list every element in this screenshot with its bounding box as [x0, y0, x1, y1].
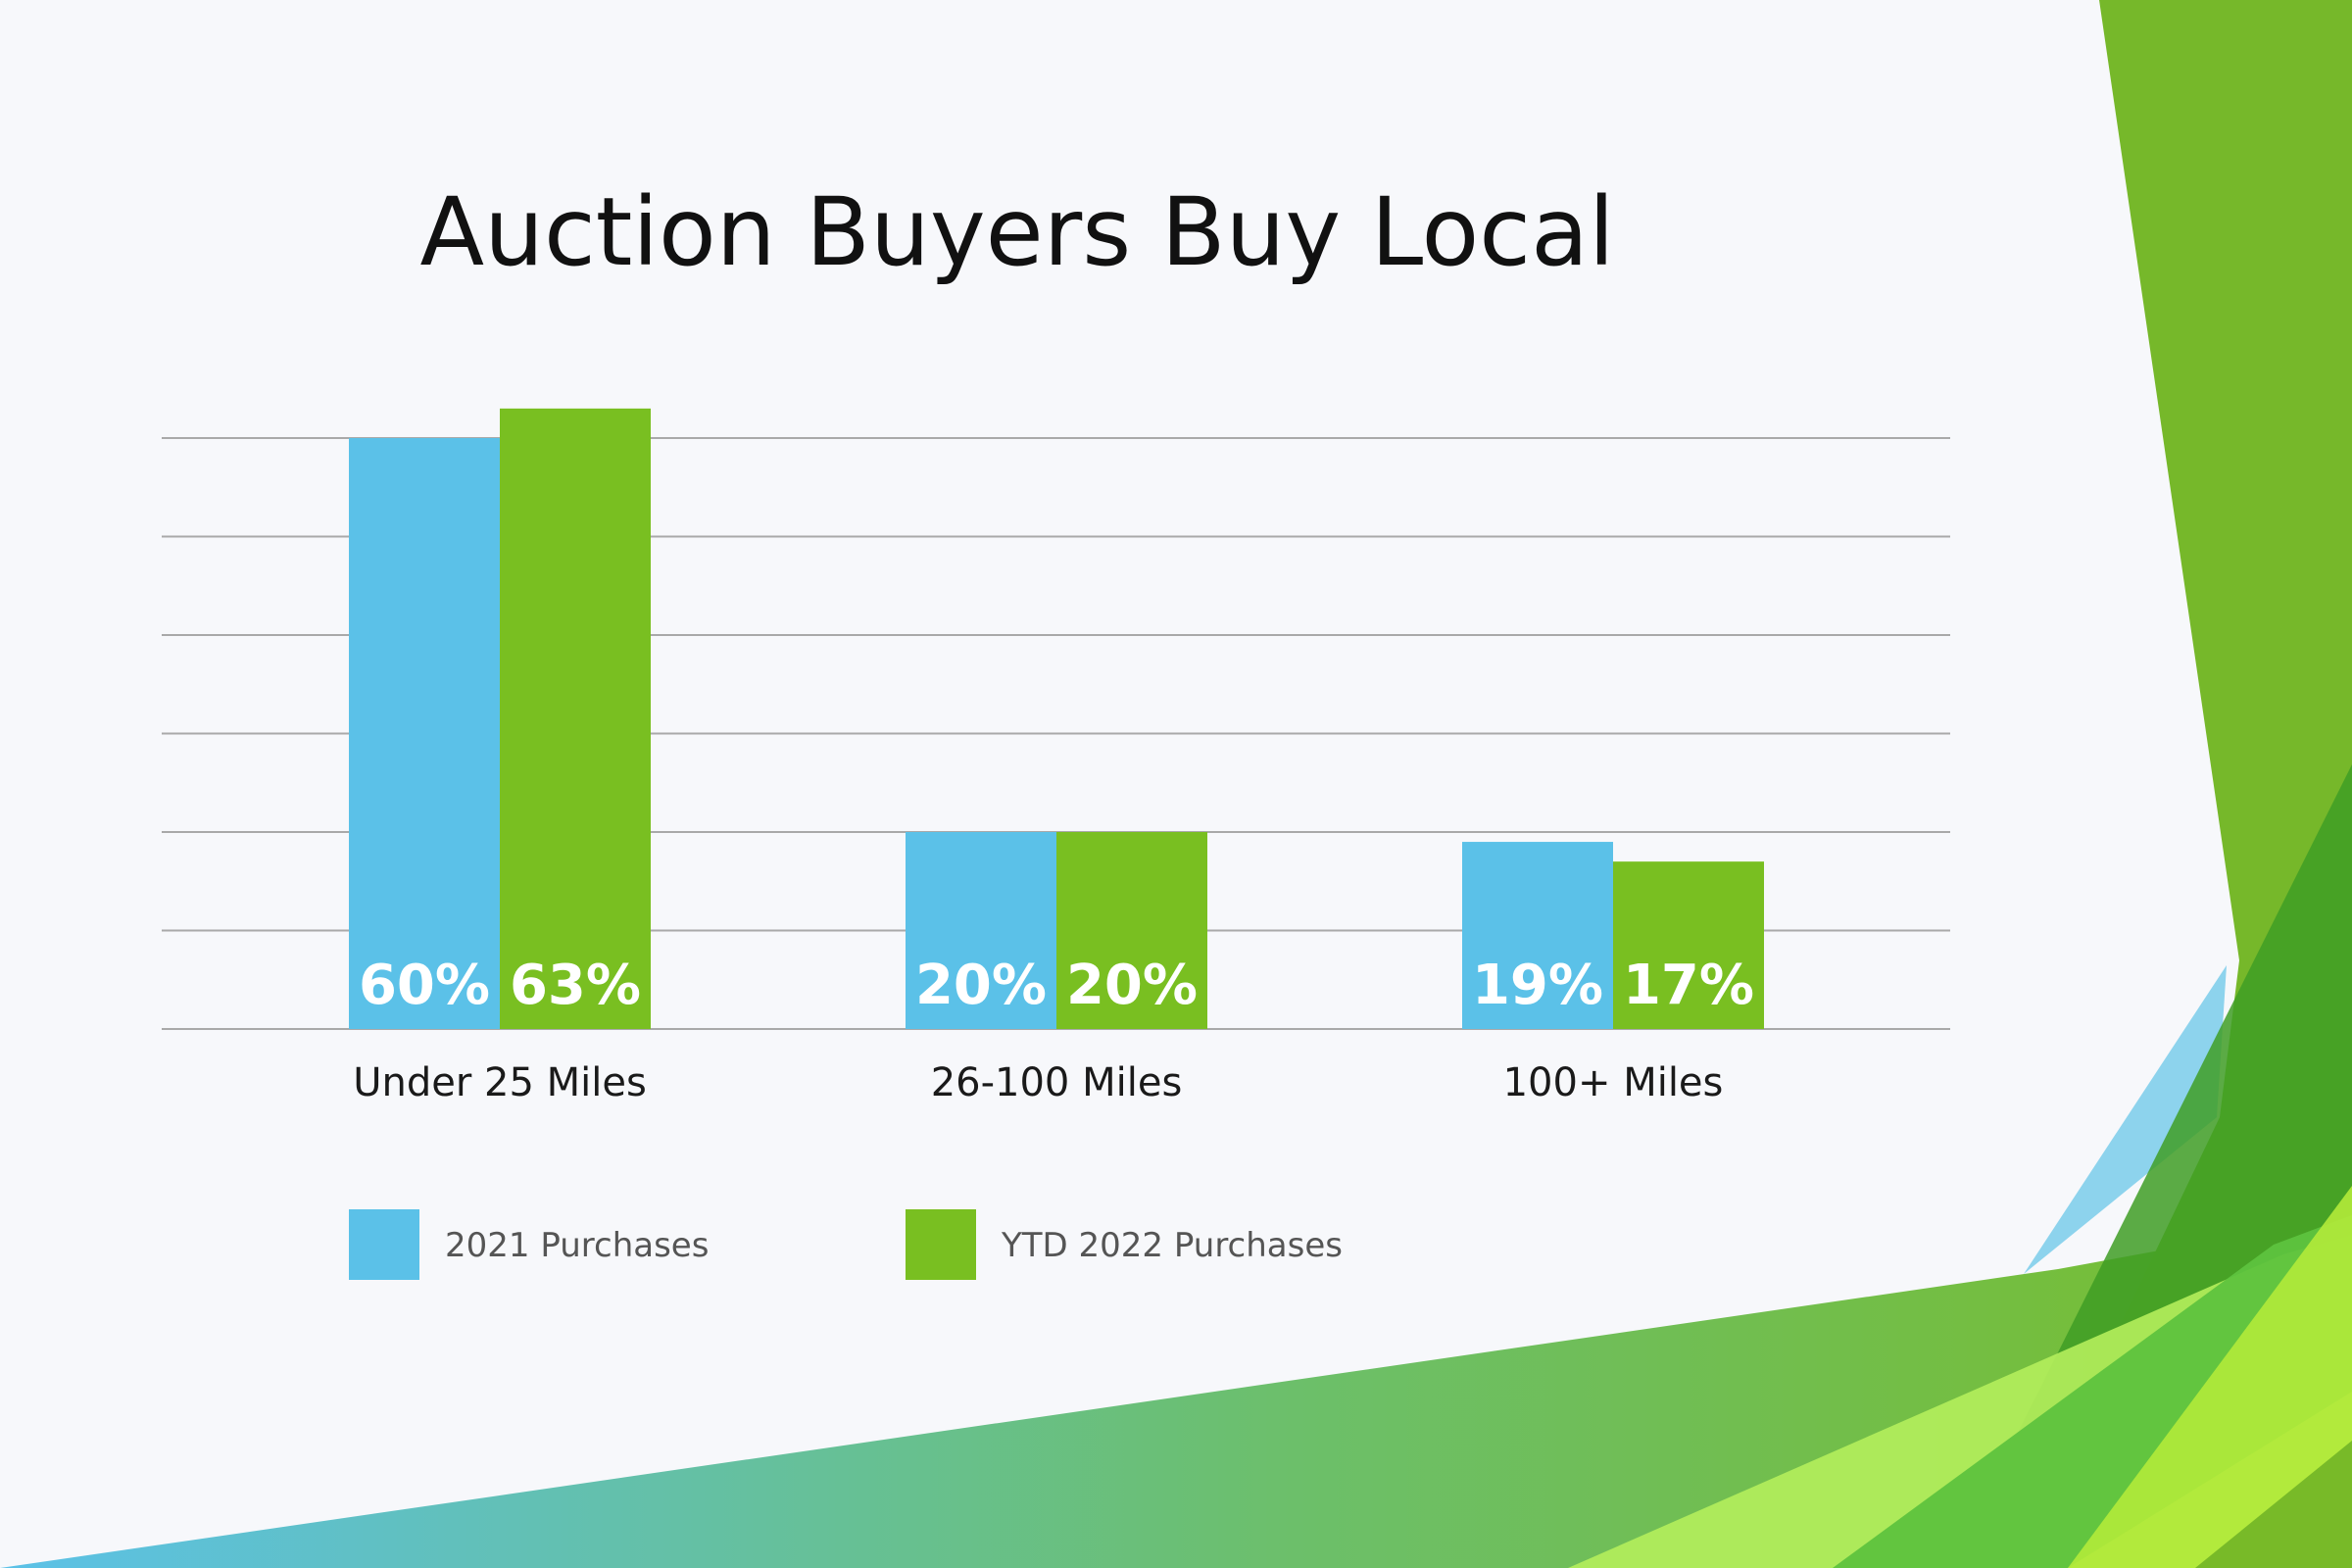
bar-2021-0 — [349, 438, 500, 1029]
legend-label: 2021 Purchases — [445, 1226, 709, 1265]
blue-accent-shape — [2024, 965, 2227, 1274]
bar-2022-2 — [1613, 861, 1764, 1029]
mid-green-wedge — [1833, 1215, 2352, 1568]
lime-wedge-right — [2068, 1186, 2352, 1568]
bar-2022-1 — [1056, 832, 1207, 1029]
chart-title: Auction Buyers Buy Local — [419, 177, 1614, 287]
legend-swatch-2022 — [906, 1209, 976, 1280]
category-label: 100+ Miles — [1503, 1060, 1724, 1105]
legend-swatch-2021 — [349, 1209, 419, 1280]
data-label: 19% — [1472, 954, 1603, 1017]
data-label: 60% — [359, 954, 490, 1017]
bottom-gradient-band — [0, 1215, 2352, 1568]
data-label: 20% — [1066, 954, 1198, 1017]
legend: 2021 Purchases YTD 2022 Purchases — [349, 1209, 1343, 1280]
data-label: 20% — [915, 954, 1047, 1017]
category-label: 26-100 Miles — [931, 1060, 1183, 1105]
category-labels: Under 25 Miles 26-100 Miles 100+ Miles — [353, 1060, 1723, 1105]
bar-2021-1 — [906, 832, 1056, 1029]
data-label: 63% — [510, 954, 641, 1017]
bar-2021-2 — [1462, 842, 1613, 1029]
bars — [349, 408, 1764, 1030]
olive-corner — [2195, 1441, 2352, 1568]
data-label: 17% — [1623, 954, 1754, 1017]
data-labels: 60% 63% 20% 20% 19% 17% — [359, 954, 1754, 1017]
category-label: Under 25 Miles — [353, 1060, 647, 1105]
bar-2022-0 — [500, 408, 651, 1030]
legend-label: YTD 2022 Purchases — [1001, 1226, 1343, 1265]
